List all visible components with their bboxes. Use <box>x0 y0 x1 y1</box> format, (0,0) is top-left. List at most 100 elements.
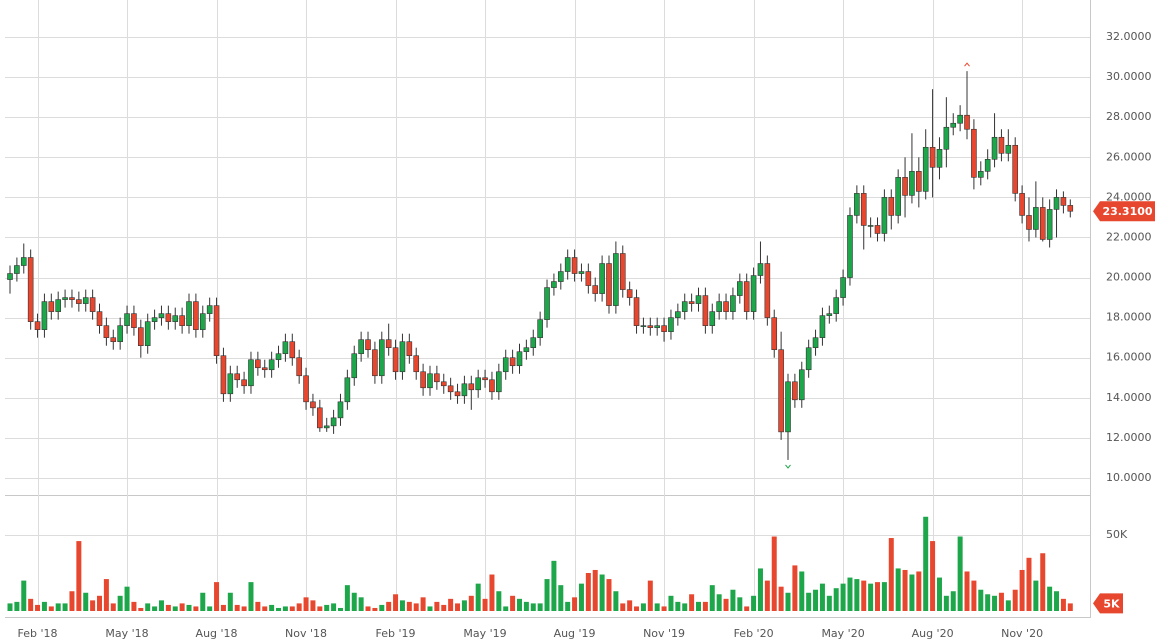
candle-body <box>234 373 241 381</box>
volume-bar <box>28 598 34 611</box>
volume-bar <box>131 601 137 611</box>
candle-body <box>62 297 68 300</box>
candle-body <box>778 349 784 433</box>
candle-body <box>124 313 130 326</box>
volume-bar <box>572 597 578 611</box>
volume-bar <box>992 595 998 611</box>
candle-body <box>695 295 702 304</box>
volume-bar <box>448 598 454 611</box>
volume-bar <box>689 594 695 611</box>
candle-body <box>14 265 20 274</box>
candle-body <box>41 301 48 330</box>
candle-body <box>702 295 709 326</box>
candle-body <box>440 381 447 387</box>
candle-body <box>530 337 537 349</box>
volume-bar <box>523 601 529 611</box>
volume-bar <box>468 595 474 611</box>
volume-bar <box>661 606 667 611</box>
volume-bar <box>875 582 881 611</box>
candle-body <box>661 325 667 332</box>
volume-bar <box>840 583 846 611</box>
candle-body <box>227 373 234 395</box>
candle-body <box>647 325 654 328</box>
candle-body <box>509 357 516 367</box>
volume-bar <box>585 573 591 611</box>
volume-bar <box>785 592 791 611</box>
volume-bar <box>324 604 330 611</box>
candle-body <box>110 337 117 342</box>
candle-body <box>261 367 268 371</box>
volume-bar <box>737 597 743 611</box>
volume-bar <box>675 601 681 611</box>
volume-bar <box>682 603 688 611</box>
y-tick-label: 32.0000 <box>1106 30 1152 43</box>
candle-body <box>427 373 433 389</box>
volume-bar <box>799 571 805 611</box>
candle-body <box>833 297 840 314</box>
candle-body <box>151 317 158 322</box>
volume-bar <box>723 598 729 611</box>
candle-body <box>406 341 413 357</box>
volume-bar <box>1033 580 1039 611</box>
volume-bar <box>7 603 13 611</box>
candle-body <box>1039 207 1046 240</box>
candle-body <box>874 225 881 234</box>
min-marker <box>785 464 791 469</box>
candle-body <box>544 287 550 320</box>
last-value-tag <box>1093 593 1123 614</box>
candle-body <box>55 299 61 312</box>
candle-body <box>571 257 578 274</box>
volume-bar <box>613 591 619 611</box>
candle-body <box>757 263 764 276</box>
candle-body <box>1012 144 1019 194</box>
candle-body <box>399 341 406 373</box>
x-tick-label: May '20 <box>821 627 864 640</box>
volume-bar <box>310 600 316 611</box>
volume-bar <box>317 606 323 611</box>
volume-bar <box>702 601 708 611</box>
candle-body <box>489 379 495 393</box>
candle-body <box>750 275 757 312</box>
x-tick-label: Aug '18 <box>196 627 238 640</box>
candle-body <box>888 197 895 216</box>
volume-bar <box>138 607 144 611</box>
candle-body <box>688 301 695 304</box>
volume-bar <box>351 592 357 611</box>
volume-bar <box>145 603 151 611</box>
candle-body <box>27 257 34 322</box>
candle-body <box>310 401 316 409</box>
volume-bar <box>303 597 309 611</box>
candle-body <box>69 297 75 300</box>
candle-body <box>323 425 330 429</box>
candle-body <box>792 381 798 401</box>
volume-bar <box>1012 589 1018 611</box>
volume-bar <box>365 606 371 611</box>
volume-bar <box>916 571 922 611</box>
candle-body <box>337 401 344 419</box>
candle-body <box>475 377 481 391</box>
volume-bar <box>881 582 887 611</box>
volume-bar <box>627 600 633 611</box>
volume-bar <box>854 579 860 611</box>
candle-body <box>213 305 220 357</box>
volume-bar <box>971 580 977 611</box>
volume-bar <box>117 595 123 611</box>
volume-bar <box>103 579 109 611</box>
volume-bar <box>730 589 736 611</box>
volume-bar <box>269 604 275 611</box>
volume-bar <box>558 585 564 611</box>
candle-body <box>909 171 915 196</box>
volume-bar <box>833 588 839 611</box>
volume-bar <box>861 580 867 611</box>
volume-bar <box>207 606 213 611</box>
volume-bar <box>296 603 302 611</box>
candle-body <box>840 277 846 298</box>
volume-bar <box>35 604 41 611</box>
candle-body <box>303 375 309 403</box>
volume-bar <box>413 603 419 611</box>
candle-body <box>1046 209 1053 240</box>
volume-bar <box>530 603 536 611</box>
volume-bar <box>358 597 364 611</box>
volume-bar <box>220 604 226 611</box>
volume-bar <box>716 594 722 611</box>
